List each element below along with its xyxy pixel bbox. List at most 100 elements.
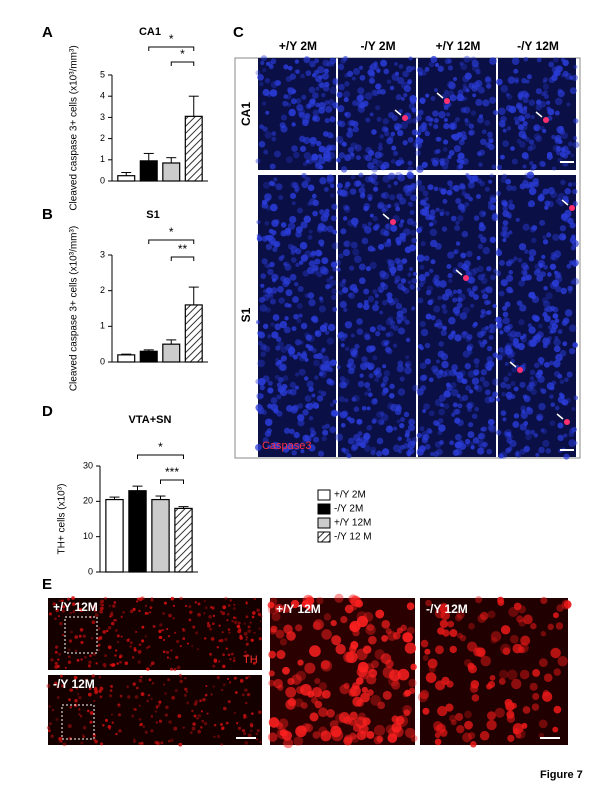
cell [468, 196, 473, 202]
cell [292, 182, 299, 189]
cell [389, 266, 397, 274]
cell [537, 194, 545, 202]
legend-label: +/Y 2M [334, 490, 366, 501]
cell [496, 397, 500, 402]
cell [366, 730, 375, 739]
cell [162, 650, 166, 654]
cell [528, 99, 536, 106]
panel-label: B [42, 206, 53, 223]
cell [522, 706, 531, 714]
cell [452, 306, 460, 314]
cell [287, 443, 295, 451]
cell [515, 450, 520, 455]
cell [507, 734, 515, 742]
cell [231, 619, 234, 623]
cell [274, 79, 281, 87]
arrow [455, 269, 463, 276]
cell [487, 131, 493, 138]
cell [305, 334, 312, 341]
y-axis-label: Cleaved caspase 3+ cells (x10³/mm³) [69, 45, 80, 210]
cell [520, 635, 531, 646]
cell [117, 703, 120, 706]
cell [302, 409, 309, 416]
cell [542, 689, 550, 697]
cell [447, 620, 455, 628]
cell [410, 440, 416, 446]
cell [283, 277, 291, 285]
cell [250, 638, 254, 642]
cell [409, 97, 417, 105]
cell [488, 138, 494, 144]
cell [425, 313, 432, 320]
cell [102, 724, 105, 727]
cell [569, 87, 577, 95]
cell [382, 364, 387, 369]
cell [46, 684, 51, 688]
cell [529, 682, 538, 691]
cell [62, 742, 67, 747]
cell [543, 264, 548, 270]
cell [318, 371, 324, 377]
cell [296, 207, 304, 214]
cell [338, 290, 344, 296]
cell [301, 723, 311, 732]
cell [116, 662, 119, 665]
cell [401, 286, 407, 292]
cell [416, 254, 425, 263]
cell [409, 210, 415, 216]
legend-swatch [317, 531, 331, 543]
cell [234, 691, 238, 694]
cell [283, 427, 291, 434]
cell [474, 364, 479, 368]
cell [133, 740, 136, 743]
cell [400, 219, 405, 224]
cell [222, 664, 226, 669]
cell [526, 74, 532, 80]
cell [415, 179, 423, 186]
cell [74, 635, 79, 639]
cell [525, 430, 530, 435]
cell [543, 361, 550, 368]
cell [479, 442, 486, 450]
cell [383, 68, 390, 75]
cell [392, 444, 401, 453]
cell [188, 618, 192, 622]
cell [325, 365, 331, 371]
image-label: -/Y 12M [426, 602, 468, 616]
cell [571, 426, 577, 433]
cell [553, 338, 561, 347]
cell [350, 152, 355, 157]
cell [471, 59, 479, 68]
cell [369, 213, 374, 218]
cell [332, 77, 339, 85]
cell [468, 290, 475, 297]
cell [304, 395, 312, 402]
cell [433, 274, 440, 281]
cell [109, 663, 113, 667]
cell [478, 114, 484, 119]
cell [78, 713, 81, 716]
cell [510, 259, 515, 264]
cell [364, 334, 371, 341]
cell [559, 350, 567, 357]
cell [342, 216, 348, 221]
cell [158, 629, 162, 634]
cell [349, 188, 357, 195]
cell [452, 408, 459, 415]
cell [120, 635, 123, 638]
cell [161, 628, 165, 632]
cell [310, 430, 317, 437]
cell [442, 308, 448, 315]
cell [341, 287, 349, 294]
cell [527, 145, 533, 152]
cell [477, 265, 484, 273]
cell [112, 663, 116, 667]
cell [554, 405, 560, 411]
significance-bracket [170, 61, 195, 66]
cell [458, 163, 464, 169]
row-label: S1 [239, 307, 253, 322]
cell [488, 179, 493, 184]
cell [91, 620, 96, 625]
cell [275, 183, 283, 191]
cell [464, 720, 473, 730]
